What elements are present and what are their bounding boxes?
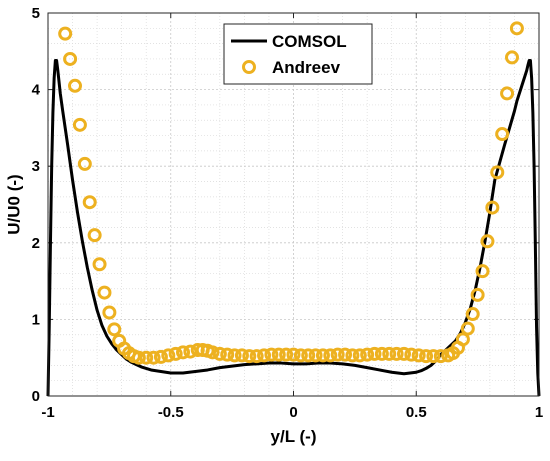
y-tick-label: 4 xyxy=(32,82,41,99)
x-tick-label: -1 xyxy=(41,404,54,421)
data-point-andreev xyxy=(286,347,301,362)
data-point-andreev xyxy=(176,345,191,360)
data-point-andreev xyxy=(227,348,242,363)
tick-labels: -1 -0.5 0 0.5 1 0 1 2 3 4 5 xyxy=(32,5,544,421)
y-tick-label: 5 xyxy=(32,5,40,22)
data-point-andreev xyxy=(301,348,316,363)
data-point-andreev xyxy=(330,347,345,362)
data-point-andreev xyxy=(271,347,286,362)
data-point-andreev xyxy=(139,350,154,365)
data-point-andreev xyxy=(257,348,272,363)
data-point-andreev xyxy=(396,346,411,361)
data-point-andreev xyxy=(63,51,78,66)
data-point-andreev xyxy=(293,348,308,363)
data-point-andreev xyxy=(72,117,87,132)
data-point-andreev xyxy=(87,228,102,243)
data-point-andreev xyxy=(68,78,83,93)
data-point-andreev xyxy=(485,200,500,215)
data-point-andreev xyxy=(404,347,419,362)
data-point-andreev xyxy=(97,285,112,300)
data-point-andreev xyxy=(242,349,257,364)
data-point-andreev xyxy=(470,287,485,302)
x-tick-label: 0 xyxy=(289,404,297,421)
x-axis-title: y/L (-) xyxy=(271,427,317,446)
data-point-andreev xyxy=(212,346,227,361)
legend: COMSOL Andreev xyxy=(223,23,373,85)
data-point-andreev xyxy=(433,349,448,364)
data-point-andreev xyxy=(92,257,107,272)
data-point-andreev xyxy=(480,234,495,249)
data-point-andreev xyxy=(220,347,235,362)
data-point-andreev xyxy=(264,347,279,362)
legend-box xyxy=(223,23,373,85)
data-point-andreev xyxy=(500,86,515,101)
y-tick-label: 3 xyxy=(32,158,40,175)
data-point-andreev xyxy=(382,346,397,361)
data-point-andreev xyxy=(205,345,220,360)
data-point-andreev xyxy=(168,346,183,361)
series-layer xyxy=(46,21,541,397)
data-point-andreev xyxy=(509,21,524,36)
data-point-andreev xyxy=(146,350,161,365)
data-point-andreev xyxy=(308,348,323,363)
data-point-andreev xyxy=(315,348,330,363)
series-andreev xyxy=(58,21,524,365)
y-tick-label: 0 xyxy=(32,388,40,405)
data-point-andreev xyxy=(107,322,122,337)
data-point-andreev xyxy=(58,26,73,41)
data-point-andreev xyxy=(352,348,367,363)
data-point-andreev xyxy=(82,195,97,210)
series-comsol xyxy=(46,58,541,397)
series-line-comsol xyxy=(46,58,541,397)
data-point-andreev xyxy=(411,348,426,363)
data-point-andreev xyxy=(360,347,375,362)
y-tick-label: 2 xyxy=(32,235,40,252)
data-point-andreev xyxy=(77,156,92,171)
legend-andreev-label: Andreev xyxy=(272,58,341,77)
legend-andreev-marker-sample xyxy=(242,60,256,74)
data-point-andreev xyxy=(455,332,470,347)
data-point-andreev xyxy=(345,348,360,363)
data-point-andreev xyxy=(419,349,434,364)
y-axis-title: U/U0 (-) xyxy=(5,174,24,234)
data-point-andreev xyxy=(389,346,404,361)
data-point-andreev xyxy=(460,321,475,336)
data-point-andreev xyxy=(323,348,338,363)
legend-comsol-label: COMSOL xyxy=(272,32,347,51)
data-point-andreev xyxy=(504,50,519,65)
plot-frame xyxy=(47,12,540,397)
data-point-andreev xyxy=(465,307,480,322)
data-point-andreev xyxy=(279,347,294,362)
data-point-andreev xyxy=(131,350,146,365)
data-point-andreev xyxy=(367,346,382,361)
data-point-andreev xyxy=(161,348,176,363)
data-point-andreev xyxy=(153,349,168,364)
data-point-andreev xyxy=(426,349,441,364)
x-tick-label: 0.5 xyxy=(406,404,427,421)
x-tick-label: -0.5 xyxy=(158,404,184,421)
data-point-andreev xyxy=(338,347,353,362)
x-tick-label: 1 xyxy=(535,404,543,421)
data-point-andreev xyxy=(249,349,264,364)
data-point-andreev xyxy=(495,127,510,142)
data-point-andreev xyxy=(490,165,505,180)
data-point-andreev xyxy=(234,348,249,363)
y-tick-label: 1 xyxy=(32,311,40,328)
data-point-andreev xyxy=(102,305,117,320)
data-point-andreev xyxy=(374,346,389,361)
data-point-andreev xyxy=(475,264,490,279)
